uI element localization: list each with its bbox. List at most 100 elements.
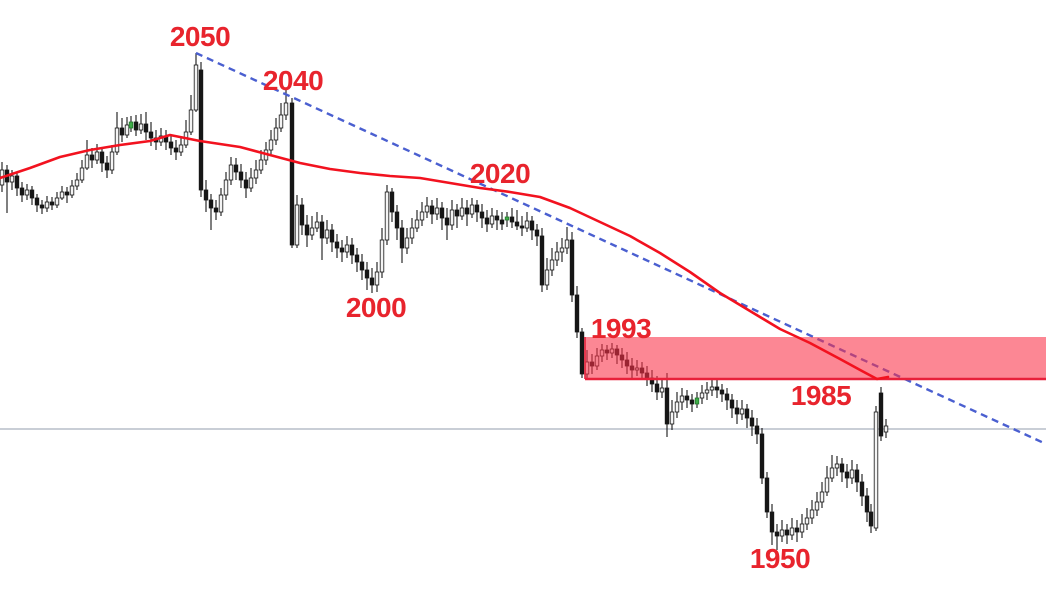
candle-body-up [314,221,320,229]
candle-body-up [779,529,785,537]
candle-body-up [223,179,229,196]
candle-body-up [188,109,194,133]
candle-body-green [694,397,700,405]
candle-body-down [359,261,365,271]
candle-body-up [809,509,815,519]
candle-body-down [839,463,845,473]
candle-body-up [469,204,475,215]
candle-body-down [444,217,450,226]
candle-body-up [804,517,810,525]
candle-body-down [39,204,45,209]
candle-body-down [133,121,139,131]
candle-body-down [399,227,405,249]
candle-body-down [719,389,725,395]
candle-body-down [143,123,149,133]
candle-body-down [784,529,790,536]
candle-body-up [524,220,530,229]
candle-body-down [864,495,870,513]
price-annotation: 1950 [749,543,811,574]
candle-body-up [59,191,65,199]
candle-body-up [564,239,570,249]
candle-body-down [878,392,884,437]
candle-body-up [709,386,715,391]
candle-body-down [714,386,720,391]
candle-body-down [29,189,35,199]
candle-body-up [384,191,390,241]
candle-body-up [193,64,199,111]
candle-body-up [549,259,555,271]
candle-body-down [243,179,249,189]
candle-body-up [659,387,665,393]
candle-body-down [14,175,20,189]
candle-body-down [464,207,470,215]
price-annotation: 1993 [590,313,652,344]
candle-body-down [394,211,400,229]
candle-body-down [339,247,345,253]
candle-body-up [459,207,465,217]
candle-body-down [569,239,575,296]
candle-body-down [319,221,325,239]
candle-body-up [344,244,350,253]
price-annotation: 2020 [469,158,531,189]
candle-body-up [799,523,805,533]
candle-body-down [203,189,209,201]
candle-body-up [124,124,130,136]
candle-body-down [173,147,179,153]
candle-body-down [749,417,755,427]
candle-body-up [69,185,75,196]
candle-body-down [439,207,445,219]
candle-body-up [268,139,274,151]
candle-body-up [84,154,90,169]
candle-body-down [334,241,340,249]
candle-body-up [674,401,680,413]
candle-body-down [744,408,750,419]
candle-body-down [233,164,239,173]
candle-body-up [679,395,685,403]
candle-body-up [424,205,430,213]
candle-body-up [739,408,745,415]
candle-body-down [689,399,695,405]
candle-body-up [819,491,825,503]
candle-body-up [849,469,855,479]
candle-body-up [814,501,820,511]
candle-body-down [49,201,55,206]
candle-body-green [504,216,510,221]
candle-body-down [213,207,219,213]
candle-body-green [128,121,134,129]
candle-body-down [724,393,730,401]
candle-body-up [138,123,144,131]
supply-zone [585,337,1046,379]
candle-body-up [273,127,279,141]
candle-body-up [559,247,565,253]
candle-body-down [208,199,214,209]
candle-body-down [429,205,435,215]
candle-body-up [873,411,879,529]
candle-body-down [529,220,535,231]
candle-body-up [258,159,264,171]
candle-body-down [654,383,660,393]
candle-body-down [729,399,735,409]
candle-body-down [854,469,860,483]
candle-body-up [409,227,415,239]
candle-body-down [859,481,865,497]
candle-body-down [34,197,40,206]
candle-body-up [379,239,385,273]
candle-body-down [494,215,500,221]
candle-body-up [9,175,15,183]
candle-body-down [19,187,25,196]
candle-body-down [364,269,370,279]
candle-body-up [114,127,120,153]
candle-body-down [519,225,525,229]
candle-body-up [419,211,425,221]
candle-body-down [684,395,690,401]
candle-body-down [474,204,480,213]
candle-body-down [349,244,355,256]
candle-body-down [754,425,760,435]
candle-body-up [54,197,60,206]
candle-body-down [238,171,244,181]
candle-body-up [829,467,835,479]
candle-body-up [404,237,410,249]
candle-body-down [579,331,585,375]
